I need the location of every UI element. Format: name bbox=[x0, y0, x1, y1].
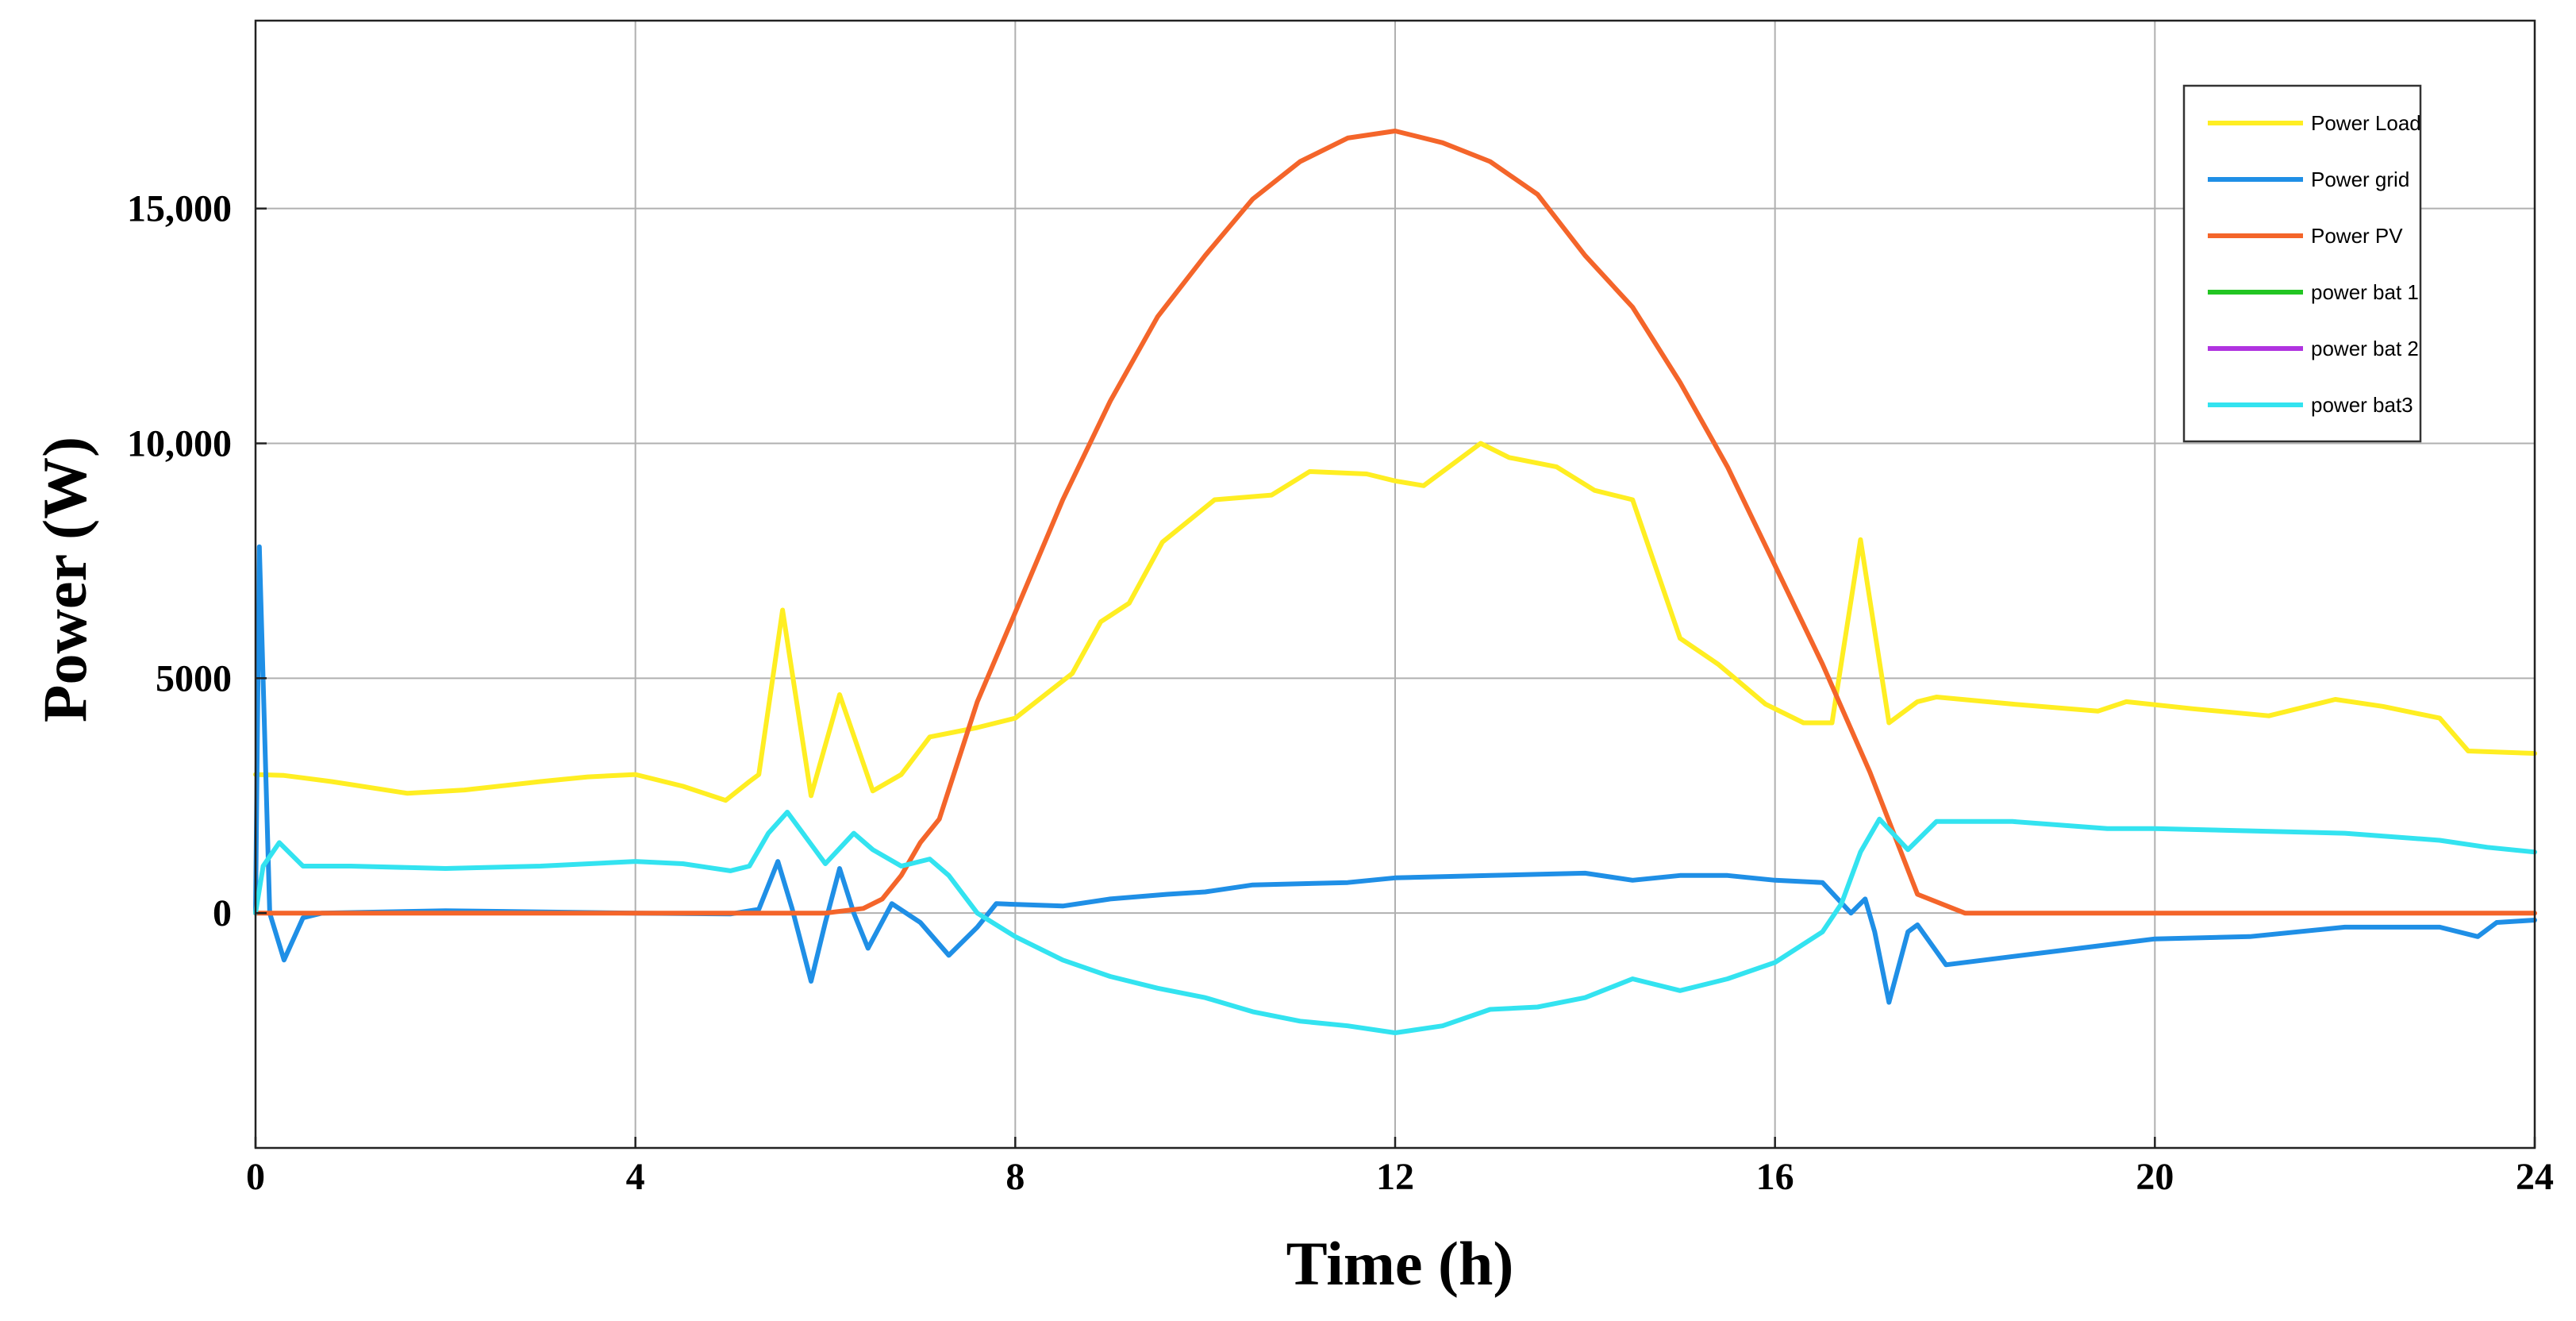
series-line-power-pv bbox=[253, 129, 2537, 916]
x-tick-label: 4 bbox=[626, 1156, 645, 1198]
series-lines bbox=[253, 129, 2537, 1035]
x-tick-label: 8 bbox=[1005, 1156, 1025, 1198]
legend: Power Load Power grid Power PV power bat 1 p… bbox=[2182, 84, 2422, 443]
x-tick-label: 20 bbox=[2136, 1156, 2174, 1198]
x-tick-label: 12 bbox=[1376, 1156, 1414, 1198]
x-tick-label: 16 bbox=[1756, 1156, 1794, 1198]
x-tick-label: 0 bbox=[246, 1156, 265, 1198]
y-tick-label: 15,000 bbox=[127, 188, 232, 230]
y-tick-label: 5000 bbox=[156, 657, 232, 699]
series-line-power-bat3 bbox=[253, 810, 2537, 1035]
legend-label-power-load: Power Load bbox=[2311, 111, 2421, 135]
legend-label-power-pv: Power PV bbox=[2311, 224, 2403, 248]
legend-label-power-grid: Power grid bbox=[2311, 168, 2409, 191]
legend-box bbox=[2182, 84, 2422, 443]
x-axis-label: Time (h) bbox=[1286, 1229, 1514, 1298]
y-tick-label: 10,000 bbox=[127, 423, 232, 465]
legend-label-power-bat-2: power bat 2 bbox=[2311, 337, 2419, 360]
y-tick-label: 0 bbox=[213, 892, 232, 934]
x-tick-label: 24 bbox=[2516, 1156, 2554, 1198]
axis-ticks: 0 4 8 12 16 20 24 0 5000 10,000 15,000 bbox=[127, 188, 2554, 1198]
series-line-power-load bbox=[253, 441, 2537, 803]
y-axis-label: Power (W) bbox=[30, 437, 99, 722]
legend-label-power-bat-1: power bat 1 bbox=[2311, 280, 2419, 304]
legend-label-power-bat3: power bat3 bbox=[2311, 393, 2413, 417]
